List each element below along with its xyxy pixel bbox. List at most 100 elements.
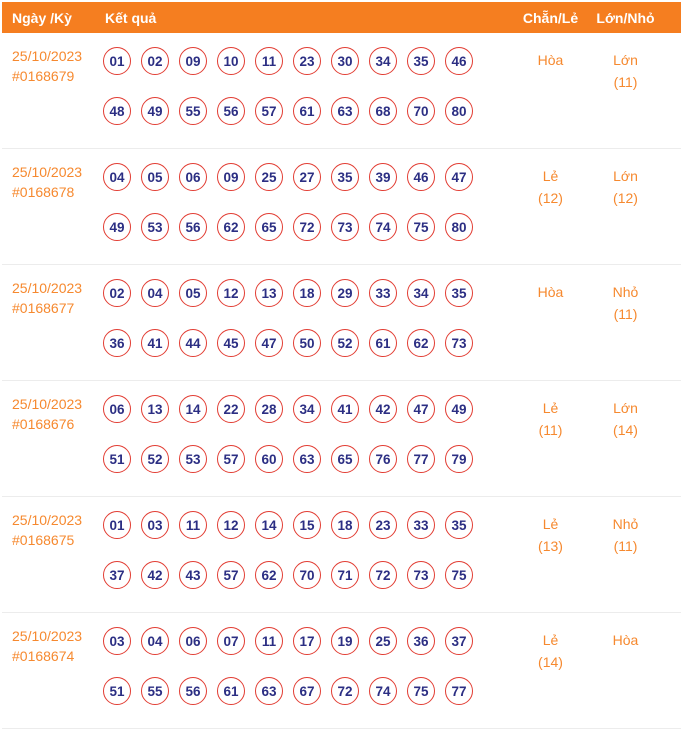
number-ball: 61 [369, 329, 397, 357]
number-ball: 72 [369, 561, 397, 589]
draw-id: #0168674 [12, 648, 75, 664]
number-ball: 01 [103, 511, 131, 539]
number-ball: 11 [255, 627, 283, 655]
number-ball: 73 [445, 329, 473, 357]
number-ball: 65 [255, 213, 283, 241]
number-ball: 01 [103, 47, 131, 75]
number-ball: 41 [331, 395, 359, 423]
number-ball: 51 [103, 445, 131, 473]
draw-id: #0168677 [12, 300, 75, 316]
numbers-grid: 03 04 06 07 11 17 [103, 627, 475, 705]
number-ball: 12 [217, 279, 245, 307]
number-ball: 36 [103, 329, 131, 357]
number-ball: 04 [141, 627, 169, 655]
even-odd-value: Lẻ [542, 168, 559, 184]
number-ball: 57 [217, 445, 245, 473]
big-small-value: Nhỏ [612, 284, 639, 300]
number-ball: 09 [217, 163, 245, 191]
numbers-cell: 01 03 11 12 14 15 [97, 497, 513, 612]
number-ball: 23 [369, 511, 397, 539]
draw-id: #0168676 [12, 416, 75, 432]
number-ball: 56 [179, 677, 207, 705]
number-ball: 70 [407, 97, 435, 125]
even-odd-value: Hòa [537, 284, 564, 300]
number-ball: 34 [293, 395, 321, 423]
number-ball: 60 [255, 445, 283, 473]
big-small-cell: Nhỏ (11) [588, 497, 663, 612]
number-ball: 75 [407, 213, 435, 241]
even-odd-value: Lẻ [542, 400, 559, 416]
number-ball: 80 [445, 97, 473, 125]
even-odd-count: (14) [538, 654, 563, 670]
number-ball: 49 [445, 395, 473, 423]
draw-date: 25/10/2023 [12, 48, 83, 64]
number-ball: 73 [331, 213, 359, 241]
result-row: 25/10/2023 #0168677 02 04 05 [2, 265, 681, 381]
draw-info: 25/10/2023 #0168679 [2, 33, 97, 148]
number-ball: 62 [217, 213, 245, 241]
even-odd-cell: Lẻ (14) [513, 613, 588, 728]
number-ball: 63 [293, 445, 321, 473]
header-col-even-odd: Chẵn/Lẻ [522, 9, 579, 26]
number-ball: 47 [255, 329, 283, 357]
number-ball: 52 [141, 445, 169, 473]
even-odd-count: (12) [538, 190, 563, 206]
big-small-cell: Lớn (12) [588, 149, 663, 264]
big-small-count: (12) [613, 190, 638, 206]
big-small-value: Nhỏ [612, 516, 639, 532]
number-ball: 41 [141, 329, 169, 357]
numbers-cell: 03 04 06 07 11 17 [97, 613, 513, 728]
result-row: 25/10/2023 #0168674 03 04 06 [2, 613, 681, 729]
big-small-value: Lớn [613, 52, 638, 68]
number-ball: 18 [331, 511, 359, 539]
number-ball: 35 [445, 279, 473, 307]
draw-date: 25/10/2023 [12, 164, 83, 180]
number-ball: 53 [179, 445, 207, 473]
number-ball: 22 [217, 395, 245, 423]
number-ball: 06 [179, 627, 207, 655]
result-row: 25/10/2023 #0168678 04 05 06 [2, 149, 681, 265]
number-ball: 65 [331, 445, 359, 473]
numbers-cell: 02 04 05 12 13 18 [97, 265, 513, 380]
number-ball: 46 [407, 163, 435, 191]
table-header: Ngày /Kỳ Kết quả Chẵn/Lẻ Lớn/Nhỏ [2, 2, 681, 33]
number-ball: 44 [179, 329, 207, 357]
number-ball: 45 [217, 329, 245, 357]
number-ball: 33 [407, 511, 435, 539]
number-ball: 15 [293, 511, 321, 539]
number-ball: 03 [141, 511, 169, 539]
number-ball: 13 [255, 279, 283, 307]
table-body: 25/10/2023 #0168679 01 02 09 [2, 33, 681, 729]
header-col-date: Ngày /Kỳ [12, 9, 72, 26]
big-small-value: Lớn [613, 400, 638, 416]
numbers-grid: 01 02 09 10 11 23 [103, 47, 475, 125]
number-ball: 14 [255, 511, 283, 539]
number-ball: 06 [103, 395, 131, 423]
number-ball: 48 [103, 97, 131, 125]
number-ball: 47 [445, 163, 473, 191]
draw-date: 25/10/2023 [12, 512, 83, 528]
number-ball: 19 [331, 627, 359, 655]
number-ball: 72 [293, 213, 321, 241]
result-row: 25/10/2023 #0168675 01 03 11 [2, 497, 681, 613]
number-ball: 03 [103, 627, 131, 655]
number-ball: 47 [407, 395, 435, 423]
number-ball: 42 [141, 561, 169, 589]
number-ball: 29 [331, 279, 359, 307]
number-ball: 28 [255, 395, 283, 423]
number-ball: 02 [141, 47, 169, 75]
number-ball: 23 [293, 47, 321, 75]
number-ball: 75 [407, 677, 435, 705]
number-ball: 12 [217, 511, 245, 539]
big-small-count: (11) [613, 306, 638, 322]
draw-id: #0168678 [12, 184, 75, 200]
numbers-cell: 01 02 09 10 11 23 [97, 33, 513, 148]
number-ball: 11 [179, 511, 207, 539]
numbers-cell: 04 05 06 09 25 27 [97, 149, 513, 264]
number-ball: 70 [293, 561, 321, 589]
number-ball: 49 [141, 97, 169, 125]
big-small-count: (11) [613, 74, 638, 90]
number-ball: 76 [369, 445, 397, 473]
number-ball: 35 [331, 163, 359, 191]
numbers-grid: 04 05 06 09 25 27 [103, 163, 475, 241]
